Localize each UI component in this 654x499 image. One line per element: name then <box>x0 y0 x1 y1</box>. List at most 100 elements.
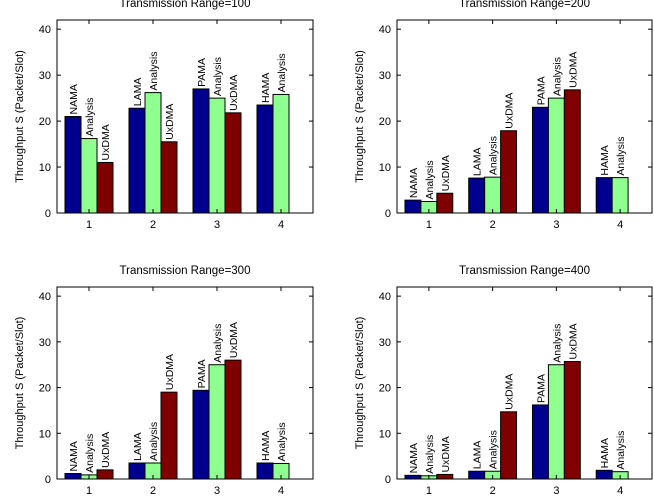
bar <box>192 389 210 480</box>
chart-title: Transmission Range=200 <box>459 0 590 10</box>
y-tick-label: 10 <box>39 428 51 440</box>
bar <box>595 177 613 214</box>
bar <box>192 88 210 214</box>
y-tick-label: 40 <box>39 291 51 303</box>
y-tick-label: 0 <box>45 474 51 486</box>
bar-label: UxDMA <box>567 323 579 359</box>
bar-label: HAMA <box>599 438 611 468</box>
bar-label: Analysis <box>551 57 563 96</box>
bar-label: Analysis <box>84 434 96 473</box>
bar <box>404 199 422 214</box>
bar <box>272 93 290 214</box>
x-tick-label: 3 <box>553 485 559 497</box>
y-tick-label: 20 <box>39 116 51 128</box>
chart-panel: NAMA Analysis UxDMA LAMA Analysis UxDMA PAMA An… <box>14 265 314 497</box>
bar <box>436 192 454 214</box>
bar-label: UxDMA <box>228 322 240 358</box>
bar-label: UxDMA <box>164 354 176 390</box>
y-tick-label: 20 <box>39 383 51 395</box>
y-tick-label: 10 <box>379 428 391 440</box>
x-tick-label: 2 <box>490 485 496 497</box>
bar-label: NAMA <box>68 84 80 114</box>
x-tick-label: 4 <box>617 485 623 497</box>
bar-label: Analysis <box>615 431 627 470</box>
bar <box>547 364 565 480</box>
axes-box <box>56 19 314 214</box>
x-tick-label: 4 <box>617 219 623 231</box>
y-tick-label: 10 <box>379 162 391 174</box>
bar <box>208 364 226 480</box>
bar <box>256 104 274 214</box>
x-tick-label: 1 <box>86 219 92 231</box>
bar <box>80 138 98 214</box>
bar <box>160 141 178 214</box>
bar <box>531 404 549 480</box>
bar-label: PAMA <box>535 76 547 105</box>
x-tick-label: 4 <box>278 485 284 497</box>
y-tick-label: 0 <box>385 208 391 220</box>
x-tick-label: 2 <box>150 219 156 231</box>
bar-label: LAMA <box>472 441 484 470</box>
bar-label: UxDMA <box>100 432 112 468</box>
y-tick-label: 0 <box>385 474 391 486</box>
y-tick-label: 30 <box>39 337 51 349</box>
bar <box>96 161 114 214</box>
bar-label: NAMA <box>408 168 420 198</box>
bar <box>563 89 581 214</box>
chart-panel: NAMA Analysis UxDMA LAMA Analysis UxDMA PAMA An… <box>14 0 314 231</box>
bar <box>436 473 454 480</box>
x-tick-label: 1 <box>426 219 432 231</box>
bar <box>64 473 82 480</box>
bar <box>224 359 242 480</box>
bar-label: Analysis <box>488 430 500 469</box>
bar-label: Analysis <box>148 422 160 461</box>
y-tick-label: 30 <box>379 70 391 82</box>
bar-label: Analysis <box>488 136 500 175</box>
bar <box>484 176 502 214</box>
bar-label: Analysis <box>276 422 288 461</box>
chart-title: Transmission Range=100 <box>120 0 251 10</box>
y-tick-label: 10 <box>39 162 51 174</box>
bar-label: HAMA <box>260 431 272 461</box>
bar-label: UxDMA <box>228 75 240 111</box>
bar <box>208 97 226 214</box>
y-axis-label: Throughput S (Packet/Slot) <box>14 50 26 183</box>
y-axis-label: Throughput S (Packet/Slot) <box>14 317 26 450</box>
x-tick-label: 3 <box>214 219 220 231</box>
bar <box>64 116 82 214</box>
axes-box <box>396 286 653 480</box>
bar-label: UxDMA <box>567 52 579 88</box>
y-tick-label: 30 <box>39 70 51 82</box>
bar-label: Analysis <box>424 435 436 474</box>
bar <box>128 107 146 214</box>
x-tick-label: 1 <box>86 485 92 497</box>
bar <box>595 469 613 480</box>
chart-title: Transmission Range=400 <box>459 265 590 277</box>
chart-title: Transmission Range=300 <box>120 265 251 277</box>
bar-label: UxDMA <box>440 436 452 472</box>
bar <box>404 474 422 480</box>
bar <box>500 411 518 480</box>
bar <box>144 92 162 214</box>
bar-label: UxDMA <box>504 93 516 129</box>
chart-panel: NAMA Analysis UxDMA LAMA Analysis UxDMA PAMA An… <box>354 265 653 497</box>
axes-box <box>396 19 653 214</box>
y-tick-label: 0 <box>45 208 51 220</box>
bar-label: LAMA <box>132 78 144 107</box>
chart-panels: NAMA Analysis UxDMA LAMA Analysis UxDMA PAMA An… <box>14 0 653 497</box>
bar-label: UxDMA <box>504 374 516 410</box>
bar-label: PAMA <box>196 359 208 388</box>
axes-box <box>56 286 314 480</box>
bar-label: Analysis <box>84 97 96 136</box>
y-tick-label: 30 <box>379 337 391 349</box>
bar <box>531 106 549 214</box>
bar-label: NAMA <box>68 441 80 471</box>
x-tick-label: 1 <box>426 485 432 497</box>
bar <box>96 469 114 480</box>
x-tick-label: 2 <box>490 219 496 231</box>
y-axis-label: Throughput S (Packet/Slot) <box>354 317 366 450</box>
bar-label: Analysis <box>276 53 288 92</box>
bar-label: Analysis <box>212 57 224 96</box>
bar <box>500 130 518 214</box>
